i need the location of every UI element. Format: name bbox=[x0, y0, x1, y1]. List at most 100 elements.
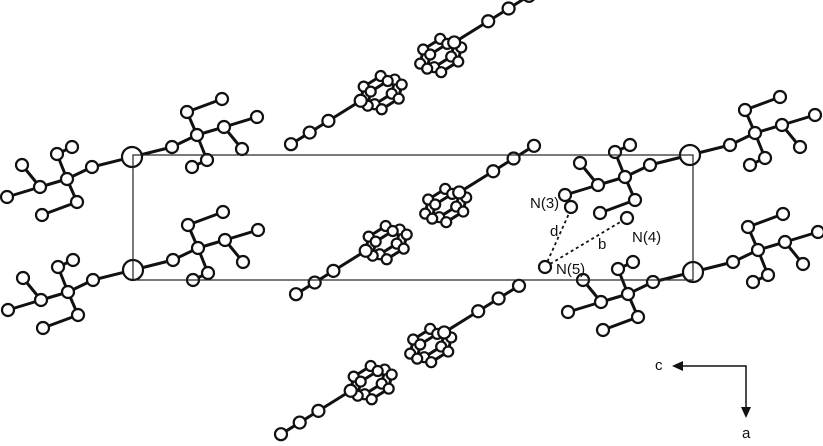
atom bbox=[382, 254, 392, 264]
atom bbox=[415, 340, 425, 350]
atom bbox=[777, 208, 789, 220]
axis-label: c bbox=[655, 357, 663, 374]
atom bbox=[355, 95, 367, 107]
atom bbox=[51, 148, 63, 160]
atom bbox=[744, 159, 756, 171]
atom bbox=[632, 311, 644, 323]
atom bbox=[2, 304, 14, 316]
atom bbox=[412, 354, 422, 364]
atom bbox=[425, 50, 435, 60]
atom bbox=[739, 104, 751, 116]
atom bbox=[752, 244, 764, 256]
atom bbox=[388, 226, 398, 236]
atom bbox=[436, 67, 446, 77]
atom-n3 bbox=[565, 201, 577, 213]
atom bbox=[377, 104, 387, 114]
atom bbox=[367, 394, 377, 404]
atom bbox=[724, 139, 736, 151]
atom bbox=[624, 139, 636, 151]
atom bbox=[422, 64, 432, 74]
atom bbox=[16, 159, 28, 171]
atom bbox=[472, 305, 484, 317]
atom bbox=[430, 200, 440, 210]
atom bbox=[219, 234, 231, 246]
atom bbox=[747, 276, 759, 288]
atom bbox=[647, 276, 659, 288]
atom bbox=[779, 236, 791, 248]
atom bbox=[592, 179, 604, 191]
atom bbox=[487, 165, 499, 177]
unit-cell bbox=[133, 155, 693, 280]
atom bbox=[629, 194, 641, 206]
atom bbox=[371, 237, 381, 247]
atom bbox=[87, 274, 99, 286]
atom bbox=[17, 272, 29, 284]
atom bbox=[312, 405, 324, 417]
crystal-packing-diagram: N(3) N(4) N(5) d b c a bbox=[0, 0, 823, 446]
atom bbox=[453, 186, 465, 198]
axis-label: a bbox=[742, 425, 751, 442]
atom bbox=[762, 269, 774, 281]
atom bbox=[441, 217, 451, 227]
atom-label: N(4) bbox=[632, 229, 661, 246]
atom bbox=[360, 245, 372, 257]
atom bbox=[216, 93, 228, 105]
atom bbox=[794, 141, 806, 153]
atom bbox=[66, 141, 78, 153]
atom bbox=[595, 296, 607, 308]
atom bbox=[218, 121, 230, 133]
atom-label: N(5) bbox=[556, 261, 585, 278]
atom bbox=[523, 0, 535, 2]
atom bbox=[166, 141, 178, 153]
atom bbox=[443, 347, 453, 357]
atom bbox=[448, 36, 460, 48]
atom bbox=[727, 256, 739, 268]
atom bbox=[574, 157, 586, 169]
atom bbox=[52, 261, 64, 273]
atom bbox=[612, 263, 624, 275]
atom bbox=[438, 326, 450, 338]
atom bbox=[182, 219, 194, 231]
atom bbox=[759, 152, 771, 164]
atom bbox=[191, 129, 203, 141]
atom bbox=[86, 161, 98, 173]
atom bbox=[201, 154, 213, 166]
atom bbox=[508, 153, 520, 165]
atom-n5 bbox=[539, 261, 551, 273]
atom bbox=[742, 221, 754, 233]
atom bbox=[34, 181, 46, 193]
atom bbox=[513, 280, 525, 292]
atom bbox=[1, 191, 13, 203]
atom bbox=[619, 171, 631, 183]
atom bbox=[597, 324, 609, 336]
arrow bbox=[741, 407, 751, 418]
atom bbox=[252, 224, 264, 236]
atom bbox=[594, 207, 606, 219]
atom bbox=[61, 173, 73, 185]
atom bbox=[373, 366, 383, 376]
atom bbox=[453, 57, 463, 67]
atom bbox=[427, 214, 437, 224]
atom bbox=[812, 226, 823, 238]
atom bbox=[384, 384, 394, 394]
atom bbox=[627, 256, 639, 268]
atom bbox=[383, 76, 393, 86]
distance-label: d bbox=[550, 223, 558, 240]
atom bbox=[275, 428, 287, 440]
atom bbox=[559, 189, 571, 201]
atom bbox=[236, 143, 248, 155]
atom bbox=[399, 244, 409, 254]
atom bbox=[202, 267, 214, 279]
atom bbox=[394, 94, 404, 104]
atom bbox=[122, 147, 142, 167]
atom bbox=[285, 138, 297, 150]
atom bbox=[345, 385, 357, 397]
atom bbox=[774, 91, 786, 103]
atom bbox=[562, 306, 574, 318]
atom bbox=[503, 3, 515, 15]
atom bbox=[309, 277, 321, 289]
atom bbox=[217, 206, 229, 218]
atom bbox=[294, 417, 306, 429]
atom bbox=[181, 106, 193, 118]
atom bbox=[356, 377, 366, 387]
